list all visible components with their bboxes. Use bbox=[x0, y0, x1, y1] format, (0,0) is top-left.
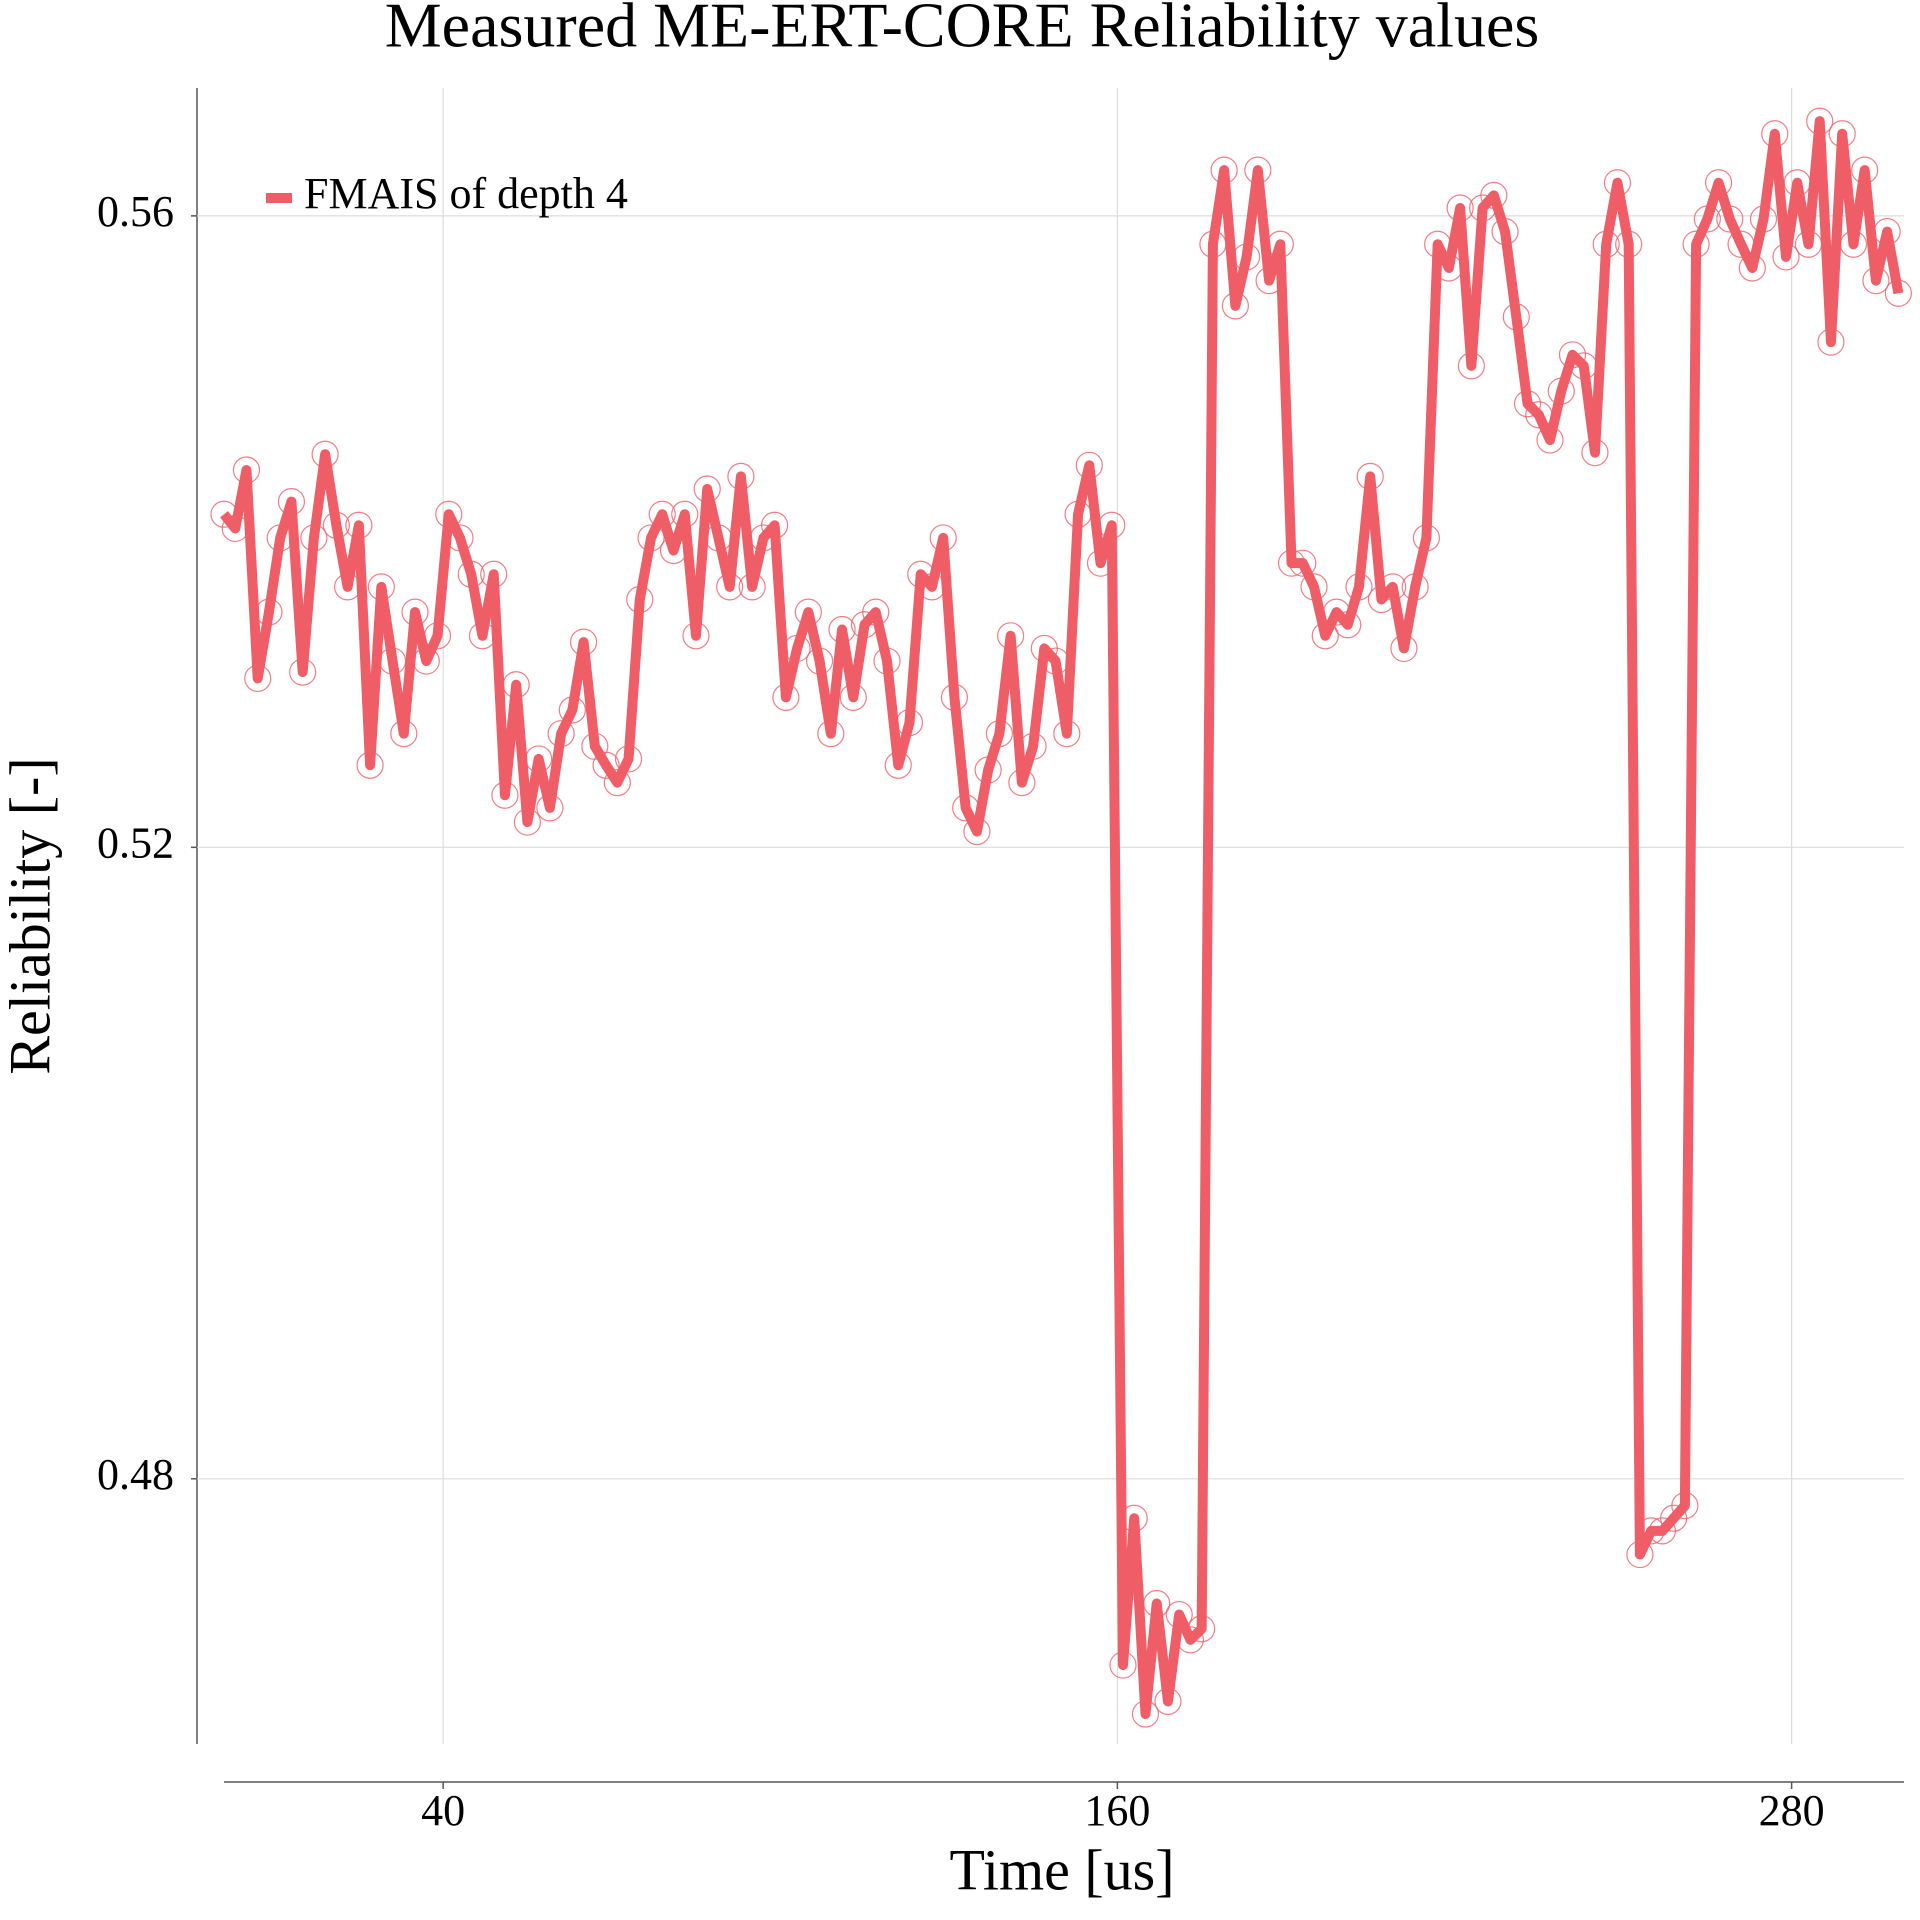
data-point bbox=[592, 751, 620, 779]
legend-label: FMAIS of depth 4 bbox=[304, 169, 628, 218]
x-axis-label: Time [us] bbox=[949, 1837, 1174, 1902]
data-point bbox=[603, 769, 631, 797]
series-line bbox=[220, 116, 1904, 1720]
x-tick-label: 280 bbox=[1759, 1786, 1825, 1835]
x-tick-label: 40 bbox=[421, 1786, 465, 1835]
y-axis-label: Reliability [-] bbox=[0, 757, 62, 1074]
legend-swatch bbox=[266, 193, 292, 203]
y-tick-label: 0.56 bbox=[97, 187, 174, 236]
y-tick-label: 0.52 bbox=[97, 818, 174, 867]
y-tick-label: 0.48 bbox=[97, 1450, 174, 1499]
x-tick-label: 160 bbox=[1084, 1786, 1150, 1835]
chart-title: Measured ME-ERT-CORE Reliability values bbox=[385, 0, 1540, 61]
